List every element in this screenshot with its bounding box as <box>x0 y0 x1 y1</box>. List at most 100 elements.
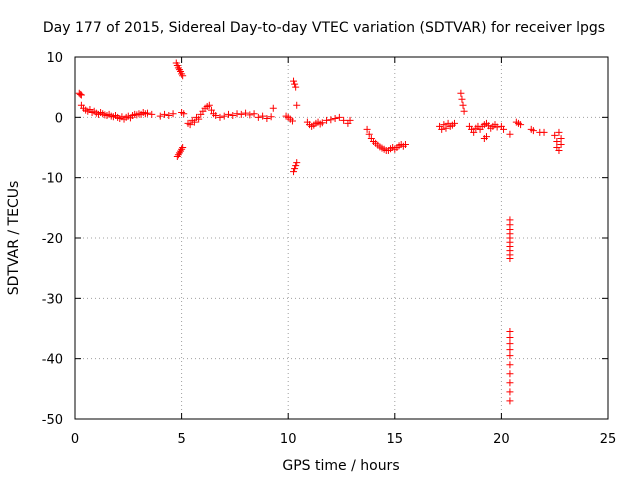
data-point <box>335 113 343 121</box>
x-tick-label: 5 <box>177 432 185 447</box>
data-point <box>179 144 187 151</box>
data-point <box>186 121 194 129</box>
x-tick-label: 15 <box>387 432 404 447</box>
data-point <box>529 127 537 135</box>
data-point <box>143 109 151 117</box>
data-point <box>470 128 478 136</box>
y-tick-label: 0 <box>55 111 63 126</box>
data-point <box>506 352 514 360</box>
data-point <box>442 124 450 132</box>
data-point <box>212 112 220 120</box>
data-point <box>237 110 245 118</box>
data-point <box>77 91 85 99</box>
data-point <box>506 370 514 378</box>
data-point <box>553 137 561 145</box>
data-point <box>229 112 237 120</box>
data-point <box>156 112 164 120</box>
data-point <box>438 125 446 133</box>
data-point <box>540 128 548 136</box>
data-point <box>458 95 466 103</box>
data-point <box>506 388 514 396</box>
data-point <box>169 110 177 118</box>
data-point <box>346 116 354 124</box>
data-point <box>263 115 271 123</box>
data-point <box>225 110 233 118</box>
data-point <box>267 113 275 121</box>
data-point <box>190 118 198 126</box>
data-point <box>517 121 525 129</box>
data-point <box>363 125 371 133</box>
data-point <box>175 66 183 74</box>
data-point <box>242 109 250 117</box>
data-point <box>555 128 563 136</box>
data-point <box>259 112 267 120</box>
data-point <box>506 397 514 405</box>
data-series <box>75 59 565 405</box>
data-point <box>506 334 514 342</box>
data-point <box>327 116 335 124</box>
data-point <box>557 134 565 142</box>
data-point <box>292 162 300 170</box>
data-point <box>250 110 258 118</box>
data-point <box>291 165 299 173</box>
data-point <box>500 125 508 133</box>
data-point <box>293 101 301 109</box>
data-point <box>506 255 514 263</box>
data-point <box>290 77 298 85</box>
x-axis-label: GPS time / hours <box>282 458 399 474</box>
x-tick-label: 0 <box>71 432 79 447</box>
data-point <box>254 113 262 121</box>
data-point <box>459 101 467 109</box>
y-tick-label: -30 <box>42 292 63 307</box>
data-point <box>178 145 186 153</box>
y-tick-label: 10 <box>46 51 63 66</box>
data-point <box>165 112 173 120</box>
data-point <box>180 110 188 118</box>
data-point <box>340 116 348 124</box>
data-point <box>207 106 215 114</box>
x-tick-label: 10 <box>280 432 297 447</box>
data-point <box>460 107 468 115</box>
data-point <box>557 140 565 148</box>
data-point <box>233 110 241 118</box>
y-tick-label: -50 <box>42 413 63 428</box>
data-point <box>450 119 458 127</box>
x-tick-label: 25 <box>600 432 617 447</box>
data-point <box>493 123 501 131</box>
data-point <box>174 64 182 72</box>
data-point <box>177 147 185 155</box>
data-point <box>179 72 187 80</box>
data-point <box>288 117 296 125</box>
y-tick-label: -20 <box>42 232 63 247</box>
data-point <box>482 133 490 141</box>
data-point <box>178 70 186 78</box>
data-point <box>246 111 254 119</box>
grid-lines <box>75 57 608 419</box>
data-point <box>506 340 514 348</box>
data-point <box>506 328 514 336</box>
data-point <box>76 90 84 98</box>
data-point <box>440 121 448 129</box>
y-axis-label: SDTVAR / TECUs <box>6 181 22 296</box>
data-point <box>269 104 277 112</box>
data-point <box>331 115 339 123</box>
data-point <box>195 115 203 123</box>
data-point <box>216 113 224 121</box>
data-point <box>506 361 514 369</box>
x-tick-label: 20 <box>493 432 510 447</box>
y-tick-label: -40 <box>42 353 63 368</box>
axis-ticks: 0 5 10 15 20 25 10 0 -10 -20 -30 -40 -50 <box>42 51 617 447</box>
data-point <box>292 83 300 91</box>
plot-frame <box>74 56 609 420</box>
data-point <box>506 130 514 138</box>
y-tick-label: -10 <box>42 172 63 187</box>
data-point <box>318 119 326 127</box>
data-point <box>457 89 465 97</box>
data-point <box>365 130 373 138</box>
data-point <box>506 346 514 354</box>
data-point <box>293 159 301 167</box>
data-point <box>555 147 563 155</box>
data-point <box>290 168 298 176</box>
data-point <box>161 110 169 118</box>
